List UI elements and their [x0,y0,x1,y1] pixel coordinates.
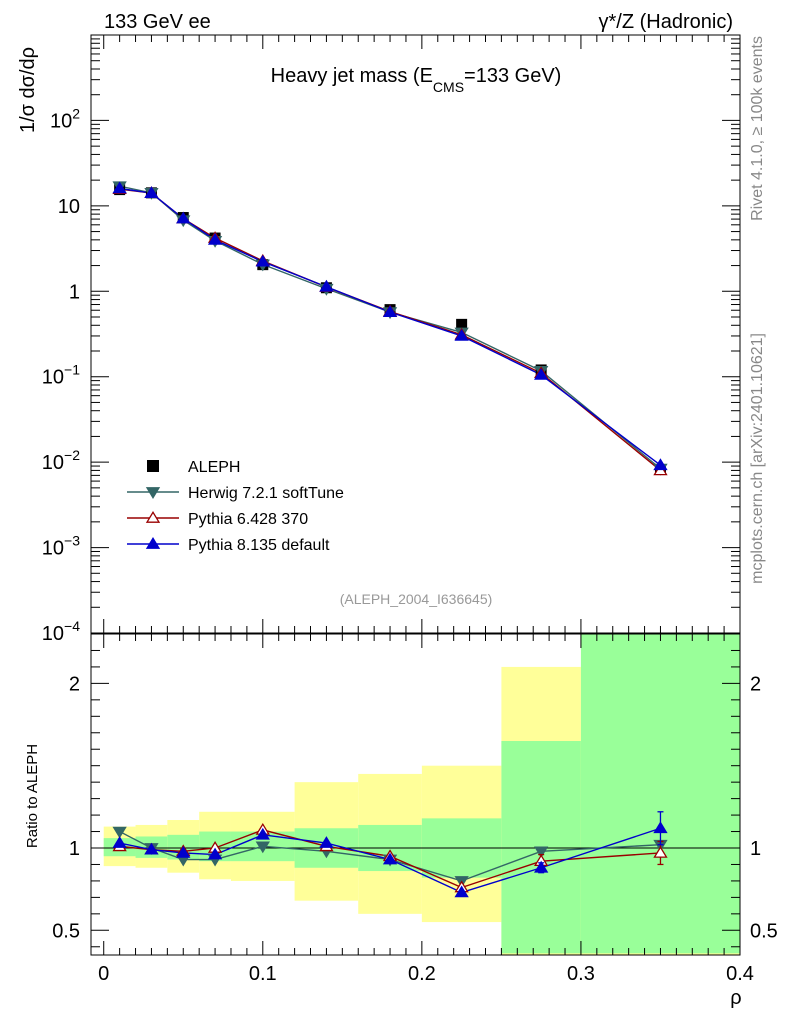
ratio-marker-2 [176,845,191,858]
x-tick-label: 0 [98,963,109,985]
ratio-marker-2 [653,821,668,834]
series-marker-2 [534,367,549,380]
legend-label-0: Herwig 7.2.1 softTune [188,485,344,502]
aleph-data-point [456,318,468,330]
ratio-marker-0 [534,846,549,859]
ratio-line-0 [119,830,661,882]
y-tick-label: 1 [69,281,80,303]
legend-marker-2 [145,537,161,549]
ratio-marker-2 [207,847,223,860]
ratio-line-1 [119,829,661,889]
legend-marker-aleph [147,460,159,472]
legend-marker-0 [145,487,161,499]
series-marker-2 [454,329,469,341]
ratio-y-tick-label-right: 2 [750,673,761,695]
main-plot-content [112,181,668,476]
ratio-y-tick-label-right: 1 [750,838,761,860]
ratio-marker-2 [319,836,334,848]
series-marker-2 [144,186,159,198]
ratio-plot: 0.5 0.5 1 1 2 2 0 0.1 0.2 0.3 0.4 [52,633,778,985]
ratio-axis-label: Ratio to ALEPH [24,744,41,848]
ratio-marker-1 [653,845,668,858]
y-tick-label: 10−2 [42,447,80,474]
series-marker-2 [382,305,398,317]
series-line-2 [119,187,661,466]
legend-marker-1 [145,511,161,523]
main-plot-frame [90,34,741,634]
ratio-marker-0 [112,826,127,839]
ratio-marker-2 [534,860,549,873]
legend-label-aleph: ALEPH [188,459,240,476]
legend-label-2: Pythia 8.135 default [188,537,330,554]
y-tick-label: 10−3 [42,533,80,560]
main-plot: 10−4 10−3 10−2 10−1 1 10 102 (ALEPH_2004_I6366… [42,34,741,645]
y-tick-label: 102 [50,105,80,132]
ratio-y-tick-label-right: 0.5 [750,920,778,942]
series-marker-2 [319,279,334,292]
ratio-marker-2 [144,842,159,855]
side-label-rivet: Rivet 4.1.0, ≥ 100k events [749,36,766,221]
ratio-y-tick-label: 0.5 [52,920,80,942]
ratio-marker-0 [255,841,270,854]
main-y-ticks: 10−4 10−3 10−2 10−1 1 10 102 [42,34,740,645]
series-marker-2 [653,458,668,471]
header-right: γ*/Z (Hadronic) [599,11,733,33]
x-axis-label: ρ [730,987,741,1009]
chart-title: Heavy jet mass (ECMS=133 GeV) [271,65,562,95]
series-marker-2 [112,181,127,194]
y-tick-label: 10 [58,196,80,218]
main-x-ticks [103,35,741,633]
ratio-y-tick-label: 2 [69,673,80,695]
y-tick-label: 10−1 [42,362,80,389]
ratio-bands [103,634,740,955]
y-axis-label: 1/σ dσ/dρ [17,47,39,133]
ratio-x-ticks: 0 0.1 0.2 0.3 0.4 [98,634,754,985]
x-tick-label: 0.4 [726,963,754,985]
ratio-marker-2 [255,827,270,840]
ratio-line-2 [119,827,661,894]
series-marker-2 [207,232,223,245]
ratio-y-ticks: 0.5 0.5 1 1 2 2 [52,649,778,948]
ratio-marker-2 [382,852,398,865]
ratio-content [91,811,740,898]
ratio-y-tick-label: 1 [69,838,80,860]
ratio-plot-frame [90,633,741,956]
x-tick-label: 0.3 [567,963,595,985]
y-tick-label: 10−4 [42,618,80,645]
series-marker-2 [255,254,270,267]
x-tick-label: 0.2 [408,963,436,985]
series-marker-2 [176,211,191,224]
ratio-marker-2 [454,885,469,898]
analysis-id: (ALEPH_2004_I636645) [340,591,493,607]
x-tick-label: 0.1 [249,963,277,985]
side-label-mcplots: mcplots.cern.ch [arXiv:2401.10621] [749,333,766,584]
legend-label-1: Pythia 6.428 370 [188,511,308,528]
ratio-band-inner [580,634,740,954]
legend: ALEPH Herwig 7.2.1 softTune Pythia 6.428 3… [127,459,344,554]
ratio-marker-2 [112,836,127,848]
header-left: 133 GeV ee [104,11,211,33]
